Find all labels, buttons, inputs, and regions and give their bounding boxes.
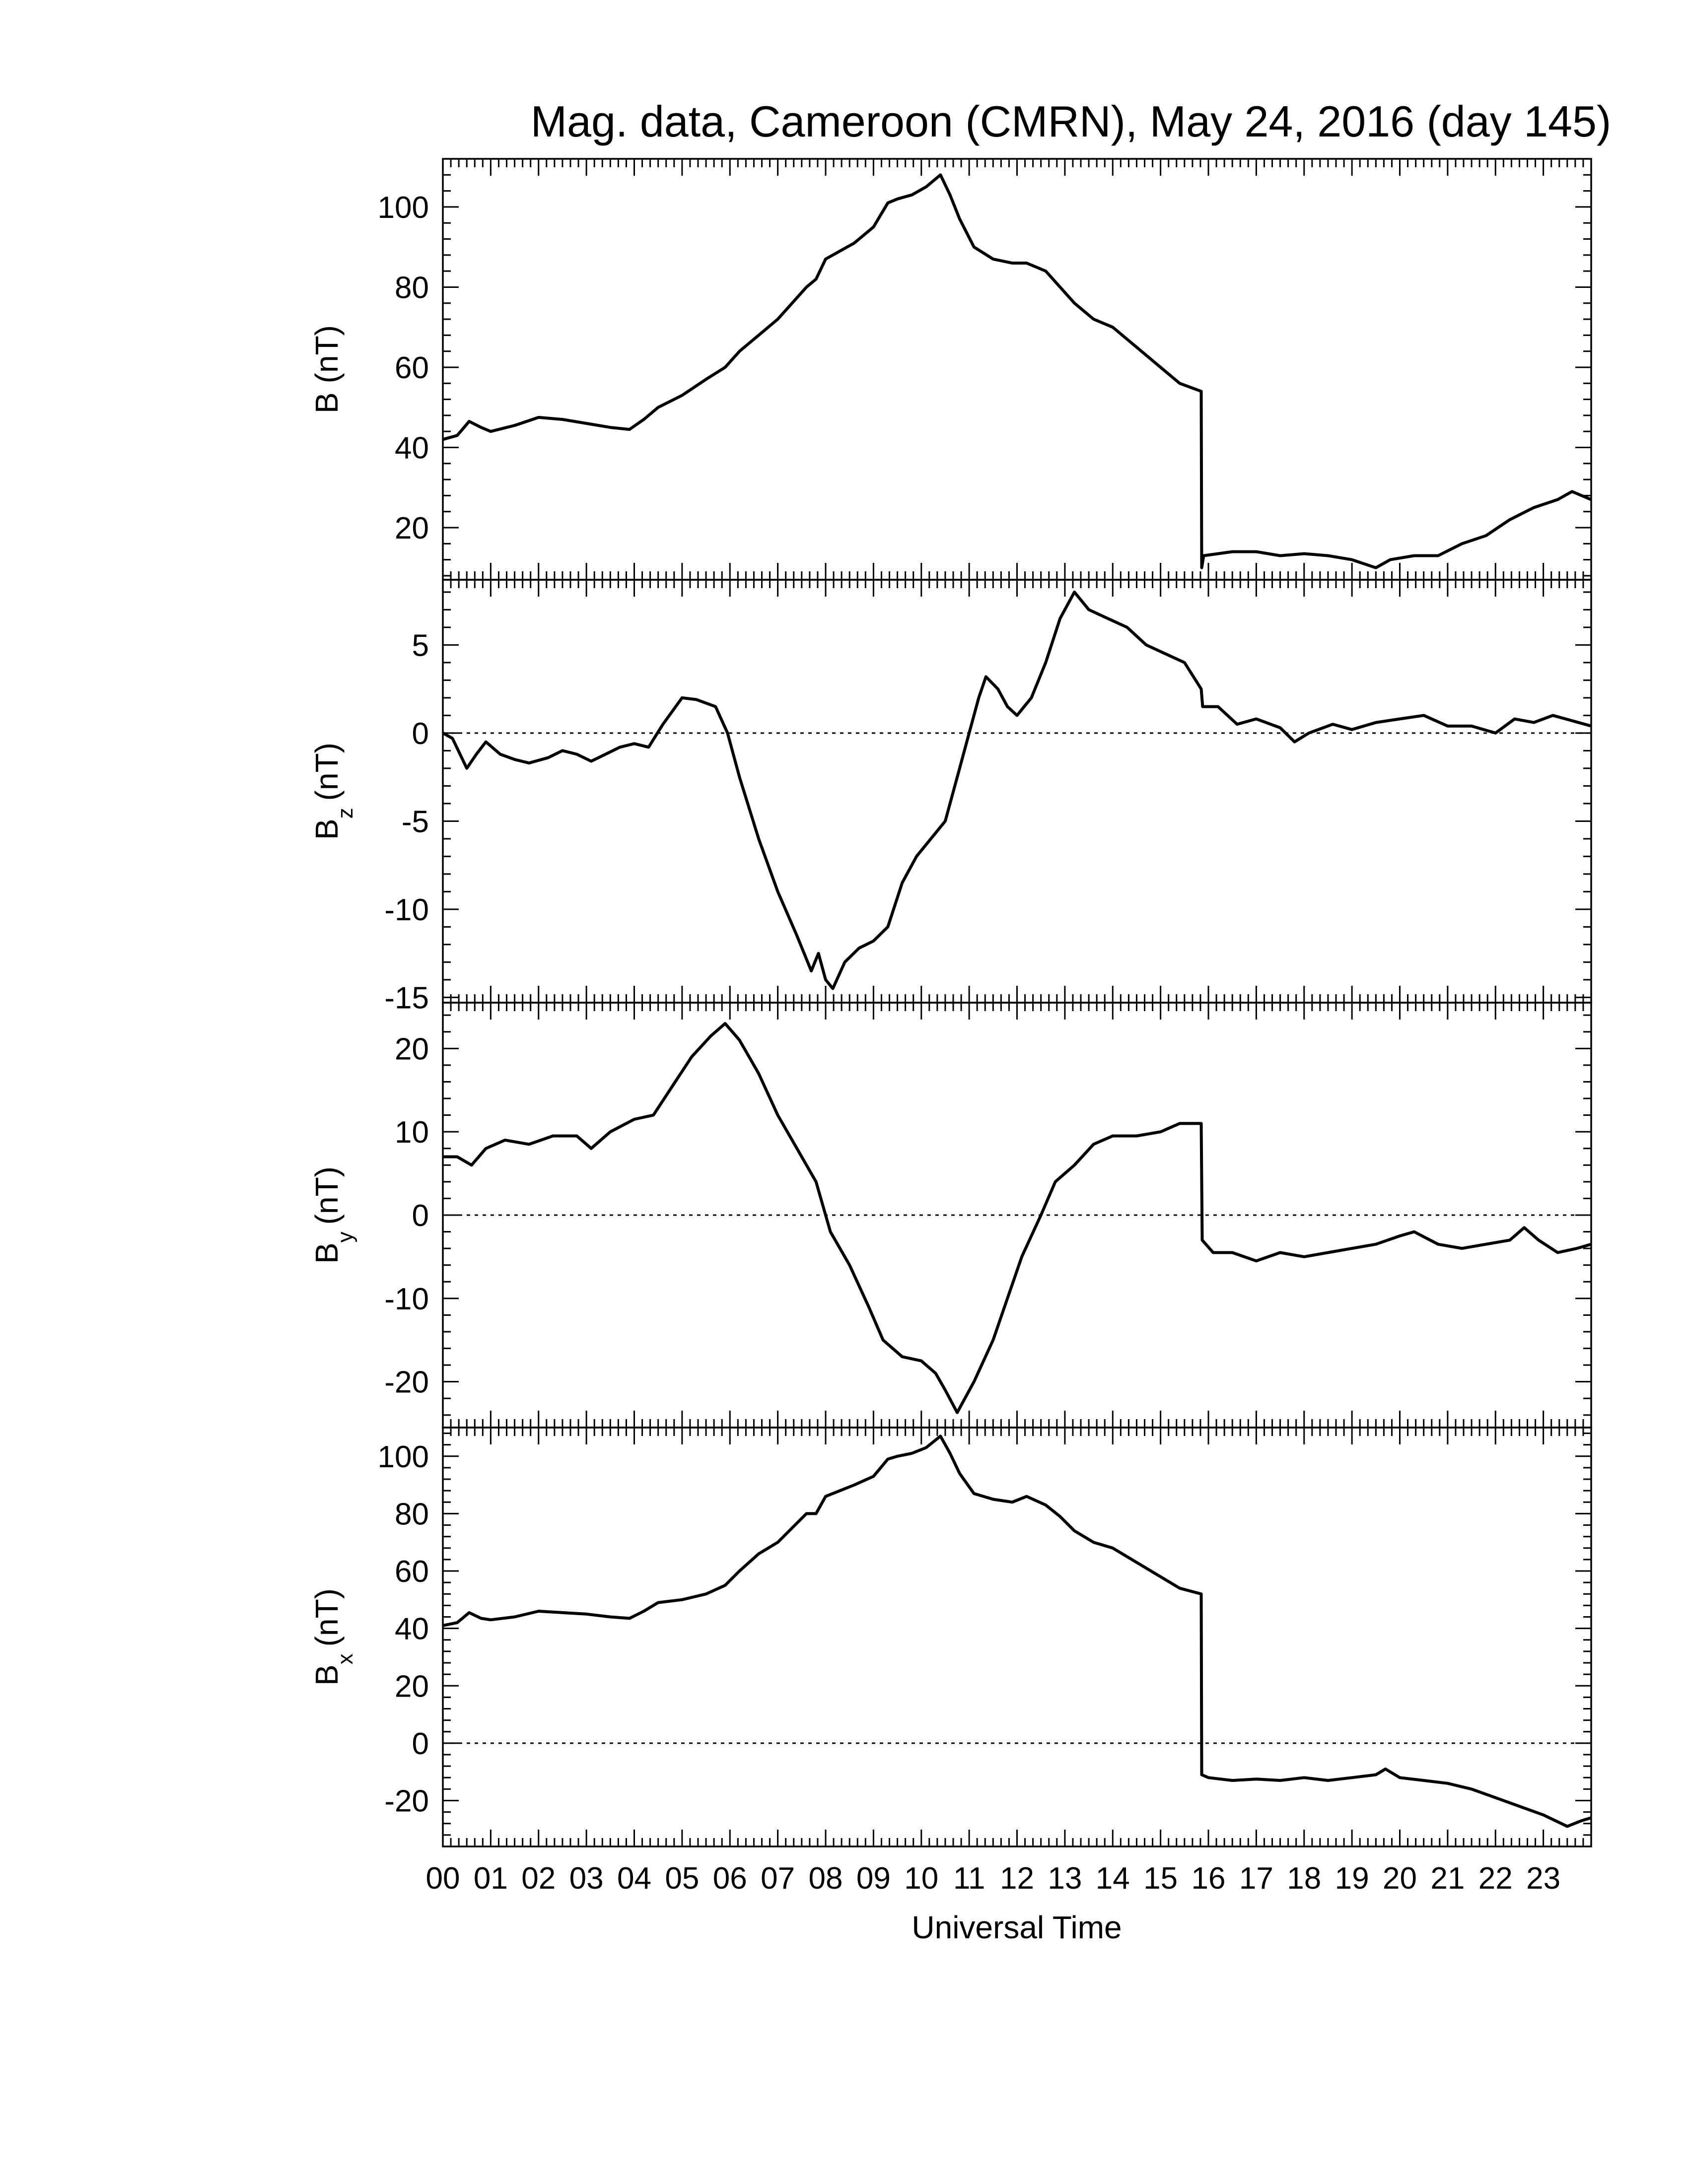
x-tick-label: 10 [904, 1861, 938, 1896]
ylabel-main: B [309, 392, 345, 413]
x-tick-label: 22 [1478, 1861, 1513, 1896]
x-axis-label: Universal Time [912, 1910, 1122, 1945]
x-tick-label: 17 [1239, 1861, 1273, 1896]
x-tick-label: 18 [1287, 1861, 1321, 1896]
ylabel-main: B [309, 819, 345, 840]
x-tick-label: 07 [761, 1861, 795, 1896]
x-tick-label: 15 [1143, 1861, 1178, 1896]
y-tick-label: 20 [395, 511, 429, 546]
panel-bz-ylabel: Bz (nT) [309, 743, 357, 840]
panel-bx: -20 0 20 40 60 80 100 Bx (nT) [309, 1427, 1592, 1847]
chart-title: Mag. data, Cameroon (CMRN), May 24, 2016… [531, 97, 1612, 146]
y-tick-label: -10 [384, 1282, 429, 1316]
y-tick-label: -10 [384, 893, 429, 927]
x-tick-label: 21 [1430, 1861, 1465, 1896]
y-tick-label: 40 [395, 431, 429, 465]
x-tick-label: 04 [617, 1861, 651, 1896]
panel-bx-trace [442, 1434, 1592, 1828]
x-tick-label: 20 [1383, 1861, 1417, 1896]
panel-b-trace [442, 173, 1592, 569]
x-tick-label: 01 [474, 1861, 508, 1896]
x-tick-label: 06 [713, 1861, 747, 1896]
x-tick-label: 05 [665, 1861, 699, 1896]
ylabel-subscript: z [333, 808, 357, 819]
x-tick-label: 00 [426, 1861, 460, 1896]
panel-by-ylabel: By (nT) [309, 1166, 357, 1264]
x-tick-label: 09 [856, 1861, 891, 1896]
x-tick-label: 08 [809, 1861, 843, 1896]
panel-b: 20 40 60 80 100 B (nT) [309, 158, 1592, 581]
x-tick-label: 19 [1335, 1861, 1369, 1896]
x-tick-labels: 00 01 02 03 04 05 06 07 08 09 10 11 12 13 14 15 16 17 18 19… [426, 1861, 1561, 1896]
y-tick-label: 100 [378, 191, 429, 225]
y-tick-label: 60 [395, 351, 429, 385]
y-tick-label: -20 [384, 1365, 429, 1400]
y-tick-label: 20 [395, 1669, 429, 1704]
x-tick-label: 13 [1048, 1861, 1082, 1896]
y-tick-label: 0 [412, 717, 429, 751]
ylabel-unit: (nT) [309, 1166, 345, 1225]
y-tick-label: -15 [384, 981, 429, 1015]
x-tick-label: 14 [1096, 1861, 1130, 1896]
ylabel-main: B [309, 1242, 345, 1264]
y-tick-label: 0 [412, 1199, 429, 1233]
panels: 20406080100B(nT)-15-10-505Bz(nT)-20-1001… [309, 158, 1592, 1847]
panel-by: -20 -10 0 10 20 By (nT) [309, 1002, 1592, 1429]
y-tick-label: -20 [384, 1784, 429, 1819]
x-tick-label: 16 [1192, 1861, 1226, 1896]
y-tick-label: 5 [412, 628, 429, 663]
y-tick-label: 80 [395, 271, 429, 305]
y-tick-label: -5 [402, 805, 429, 839]
y-tick-label: 0 [412, 1727, 429, 1761]
panel-b-ylabel: B (nT) [309, 325, 345, 413]
ylabel-subscript: y [333, 1231, 357, 1242]
y-tick-label: 80 [395, 1497, 429, 1531]
x-tick-label: 03 [569, 1861, 604, 1896]
x-tick-label: 02 [521, 1861, 556, 1896]
panel-by-trace [443, 1022, 1592, 1414]
x-tick-label: 23 [1526, 1861, 1560, 1896]
x-tick-label: 12 [1000, 1861, 1034, 1896]
y-tick-label: 100 [378, 1440, 429, 1474]
y-tick-label: 40 [395, 1612, 429, 1646]
ylabel-main: B [309, 1664, 345, 1686]
panel-bz-trace [442, 590, 1592, 990]
y-tick-label: 20 [395, 1032, 429, 1066]
y-tick-label: 60 [395, 1555, 429, 1589]
y-tick-label: 10 [395, 1115, 429, 1150]
panel-bx-ylabel: Bx (nT) [309, 1588, 357, 1686]
ylabel-unit: (nT) [309, 743, 345, 801]
ylabel-unit: (nT) [309, 325, 345, 383]
x-tick-label: 11 [953, 1861, 985, 1896]
ylabel-subscript: x [333, 1653, 357, 1664]
ylabel-unit: (nT) [309, 1588, 345, 1646]
